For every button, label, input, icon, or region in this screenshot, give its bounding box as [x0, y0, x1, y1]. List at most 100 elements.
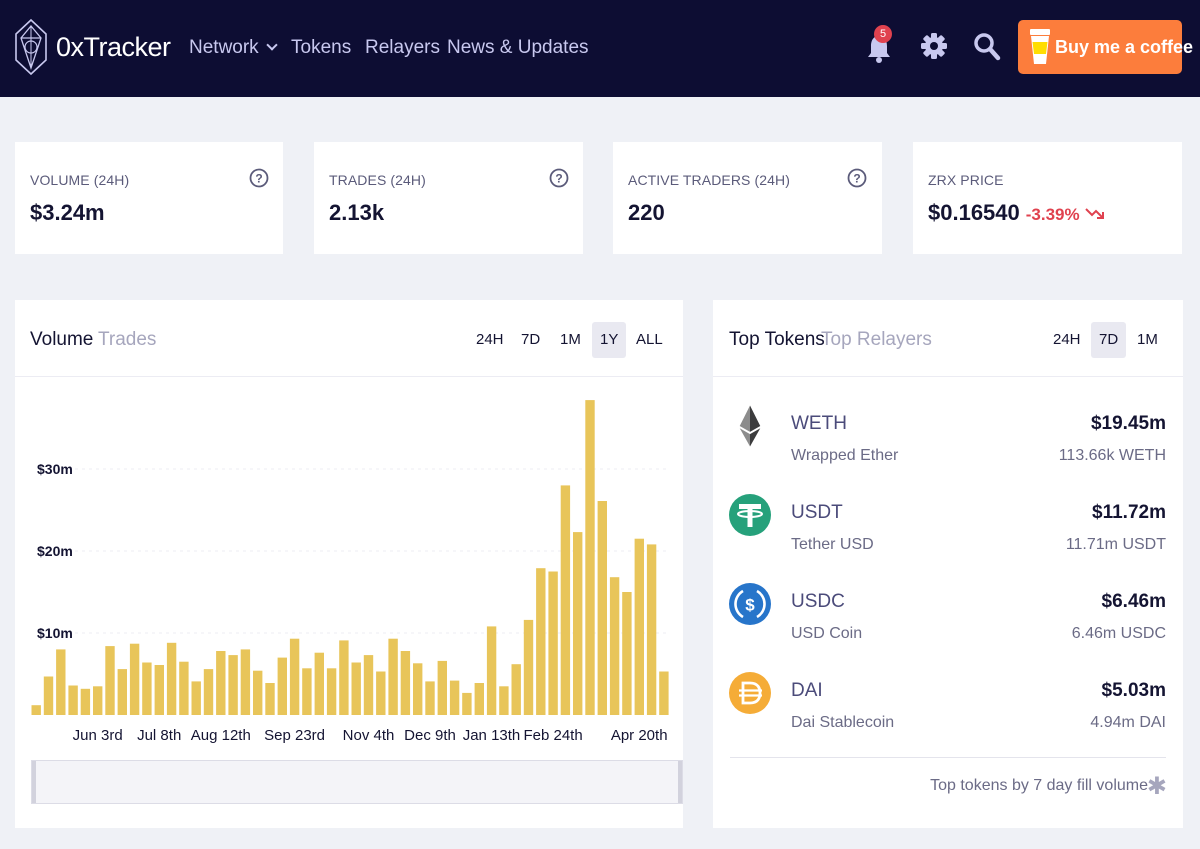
volume-bar[interactable] — [388, 638, 398, 715]
volume-bar[interactable] — [302, 668, 312, 715]
volume-bar[interactable] — [43, 676, 54, 716]
volume-bar[interactable] — [622, 592, 632, 715]
volume-bar[interactable] — [486, 626, 497, 715]
stat-card-active-traders: Active Traders (24h) 220 ? — [613, 142, 882, 254]
period-7d[interactable]: 7D — [1091, 322, 1127, 358]
svg-text:?: ? — [853, 172, 860, 186]
volume-bar[interactable] — [400, 651, 411, 715]
chart-range-scrollbar[interactable] — [31, 760, 683, 804]
token-row-usdc[interactable]: $ USDC USD Coin $6.46m 6.46m USDC — [713, 583, 1183, 673]
volume-bar[interactable] — [216, 651, 226, 715]
nav-network[interactable]: Network — [189, 37, 278, 59]
tab-volume[interactable]: Volume — [30, 329, 94, 350]
volume-bar[interactable] — [93, 686, 103, 715]
help-icon[interactable]: ? — [549, 168, 569, 188]
volume-bar[interactable] — [548, 571, 558, 716]
volume-bar[interactable] — [351, 662, 361, 716]
volume-bar[interactable] — [314, 652, 324, 715]
stat-value: $3.24m — [30, 200, 105, 225]
volume-bar[interactable] — [203, 669, 214, 715]
token-name: Dai Stablecoin — [791, 714, 895, 731]
volume-bar[interactable] — [339, 640, 349, 715]
volume-bar[interactable] — [573, 532, 583, 715]
volume-bar[interactable] — [240, 649, 251, 715]
token-row-dai[interactable]: DAI Dai Stablecoin $5.03m 4.94m DAI — [713, 672, 1183, 762]
x-tick-label: Jul 8th — [137, 727, 181, 744]
nav-news-updates[interactable]: News & Updates — [447, 37, 589, 58]
volume-bar[interactable] — [265, 683, 275, 715]
volume-bar[interactable] — [56, 649, 66, 715]
volume-bar[interactable] — [634, 538, 644, 715]
volume-bar[interactable] — [142, 662, 152, 716]
volume-bar[interactable] — [277, 657, 287, 715]
period-all[interactable]: ALL — [636, 331, 663, 348]
volume-bar[interactable] — [646, 544, 657, 715]
volume-bar[interactable] — [228, 655, 238, 715]
volume-bar[interactable] — [80, 688, 91, 715]
volume-bar[interactable] — [154, 665, 164, 715]
volume-bar[interactable] — [437, 660, 447, 715]
volume-bar[interactable] — [499, 686, 509, 715]
volume-bar[interactable] — [560, 485, 571, 715]
volume-bar[interactable] — [376, 671, 386, 716]
range-handle-right[interactable] — [678, 761, 682, 803]
buy-me-a-coffee-button[interactable]: Buy me a coffee — [1018, 20, 1193, 74]
period-24h[interactable]: 24H — [1053, 331, 1081, 348]
period-24h[interactable]: 24H — [476, 331, 504, 348]
volume-bar[interactable] — [425, 681, 435, 715]
top-header: 0xTracker Network Tokens Relayers News &… — [0, 0, 1200, 97]
token-amount: 113.66k WETH — [1058, 447, 1166, 464]
chevron-down-icon — [266, 39, 278, 51]
token-row-weth[interactable]: WETH Wrapped Ether $19.45m 113.66k WETH — [713, 405, 1183, 495]
token-row-usdt[interactable]: USDT Tether USD $11.72m 11.71m USDT — [713, 494, 1183, 584]
volume-bar[interactable] — [326, 668, 337, 715]
range-handle-left[interactable] — [32, 761, 36, 803]
tab-top-relayers[interactable]: Top Relayers — [821, 329, 932, 350]
nav-relayers[interactable]: Relayers — [365, 37, 440, 58]
x-tick-label: Dec 9th — [404, 727, 456, 744]
period-7d[interactable]: 7D — [521, 331, 541, 348]
tab-trades[interactable]: Trades — [98, 329, 157, 350]
volume-bar[interactable] — [129, 643, 140, 715]
volume-bar[interactable] — [659, 671, 669, 716]
0xtracker-logo-icon[interactable] — [14, 18, 48, 76]
volume-bar[interactable] — [117, 669, 127, 715]
volume-panel: Volume Trades 24H 7D 1M 1Y ALL $10m $20m $… — [15, 300, 683, 828]
token-symbol[interactable]: WETH — [791, 413, 847, 434]
volume-bar[interactable] — [597, 501, 607, 715]
volume-bar[interactable] — [536, 568, 546, 715]
period-1m[interactable]: 1M — [1137, 331, 1158, 348]
tab-top-tokens[interactable]: Top Tokens — [729, 329, 825, 350]
token-usd-volume: $5.03m — [1101, 680, 1166, 701]
volume-bar[interactable] — [105, 646, 115, 715]
volume-bar[interactable] — [585, 400, 595, 715]
volume-bar[interactable] — [609, 577, 620, 715]
help-icon[interactable]: ? — [249, 168, 269, 188]
volume-bar[interactable] — [523, 619, 534, 715]
volume-bar[interactable] — [462, 692, 472, 715]
volume-bar[interactable] — [449, 680, 460, 715]
gear-icon[interactable] — [920, 32, 948, 60]
volume-bar[interactable] — [68, 685, 78, 716]
help-icon[interactable]: ? — [847, 168, 867, 188]
brand-name[interactable]: 0xTracker — [56, 32, 171, 62]
volume-bar[interactable] — [179, 661, 189, 715]
volume-bar[interactable] — [511, 664, 521, 715]
volume-bar[interactable] — [289, 638, 300, 715]
nav-tokens[interactable]: Tokens — [291, 37, 352, 58]
volume-bar[interactable] — [166, 642, 177, 715]
period-1m[interactable]: 1M — [560, 331, 581, 348]
nav-network-label: Network — [189, 37, 259, 58]
volume-bar[interactable] — [474, 683, 484, 715]
volume-bar[interactable] — [191, 681, 201, 715]
volume-bar[interactable] — [413, 663, 423, 715]
volume-bar[interactable] — [363, 655, 374, 715]
ethereum-icon — [739, 405, 761, 447]
search-icon[interactable] — [973, 32, 1001, 62]
volume-bar[interactable] — [253, 670, 263, 715]
token-symbol[interactable]: DAI — [791, 680, 823, 701]
period-1y[interactable]: 1Y — [592, 322, 627, 358]
volume-bar[interactable] — [31, 705, 41, 715]
token-symbol[interactable]: USDT — [791, 502, 843, 523]
token-symbol[interactable]: USDC — [791, 591, 845, 612]
